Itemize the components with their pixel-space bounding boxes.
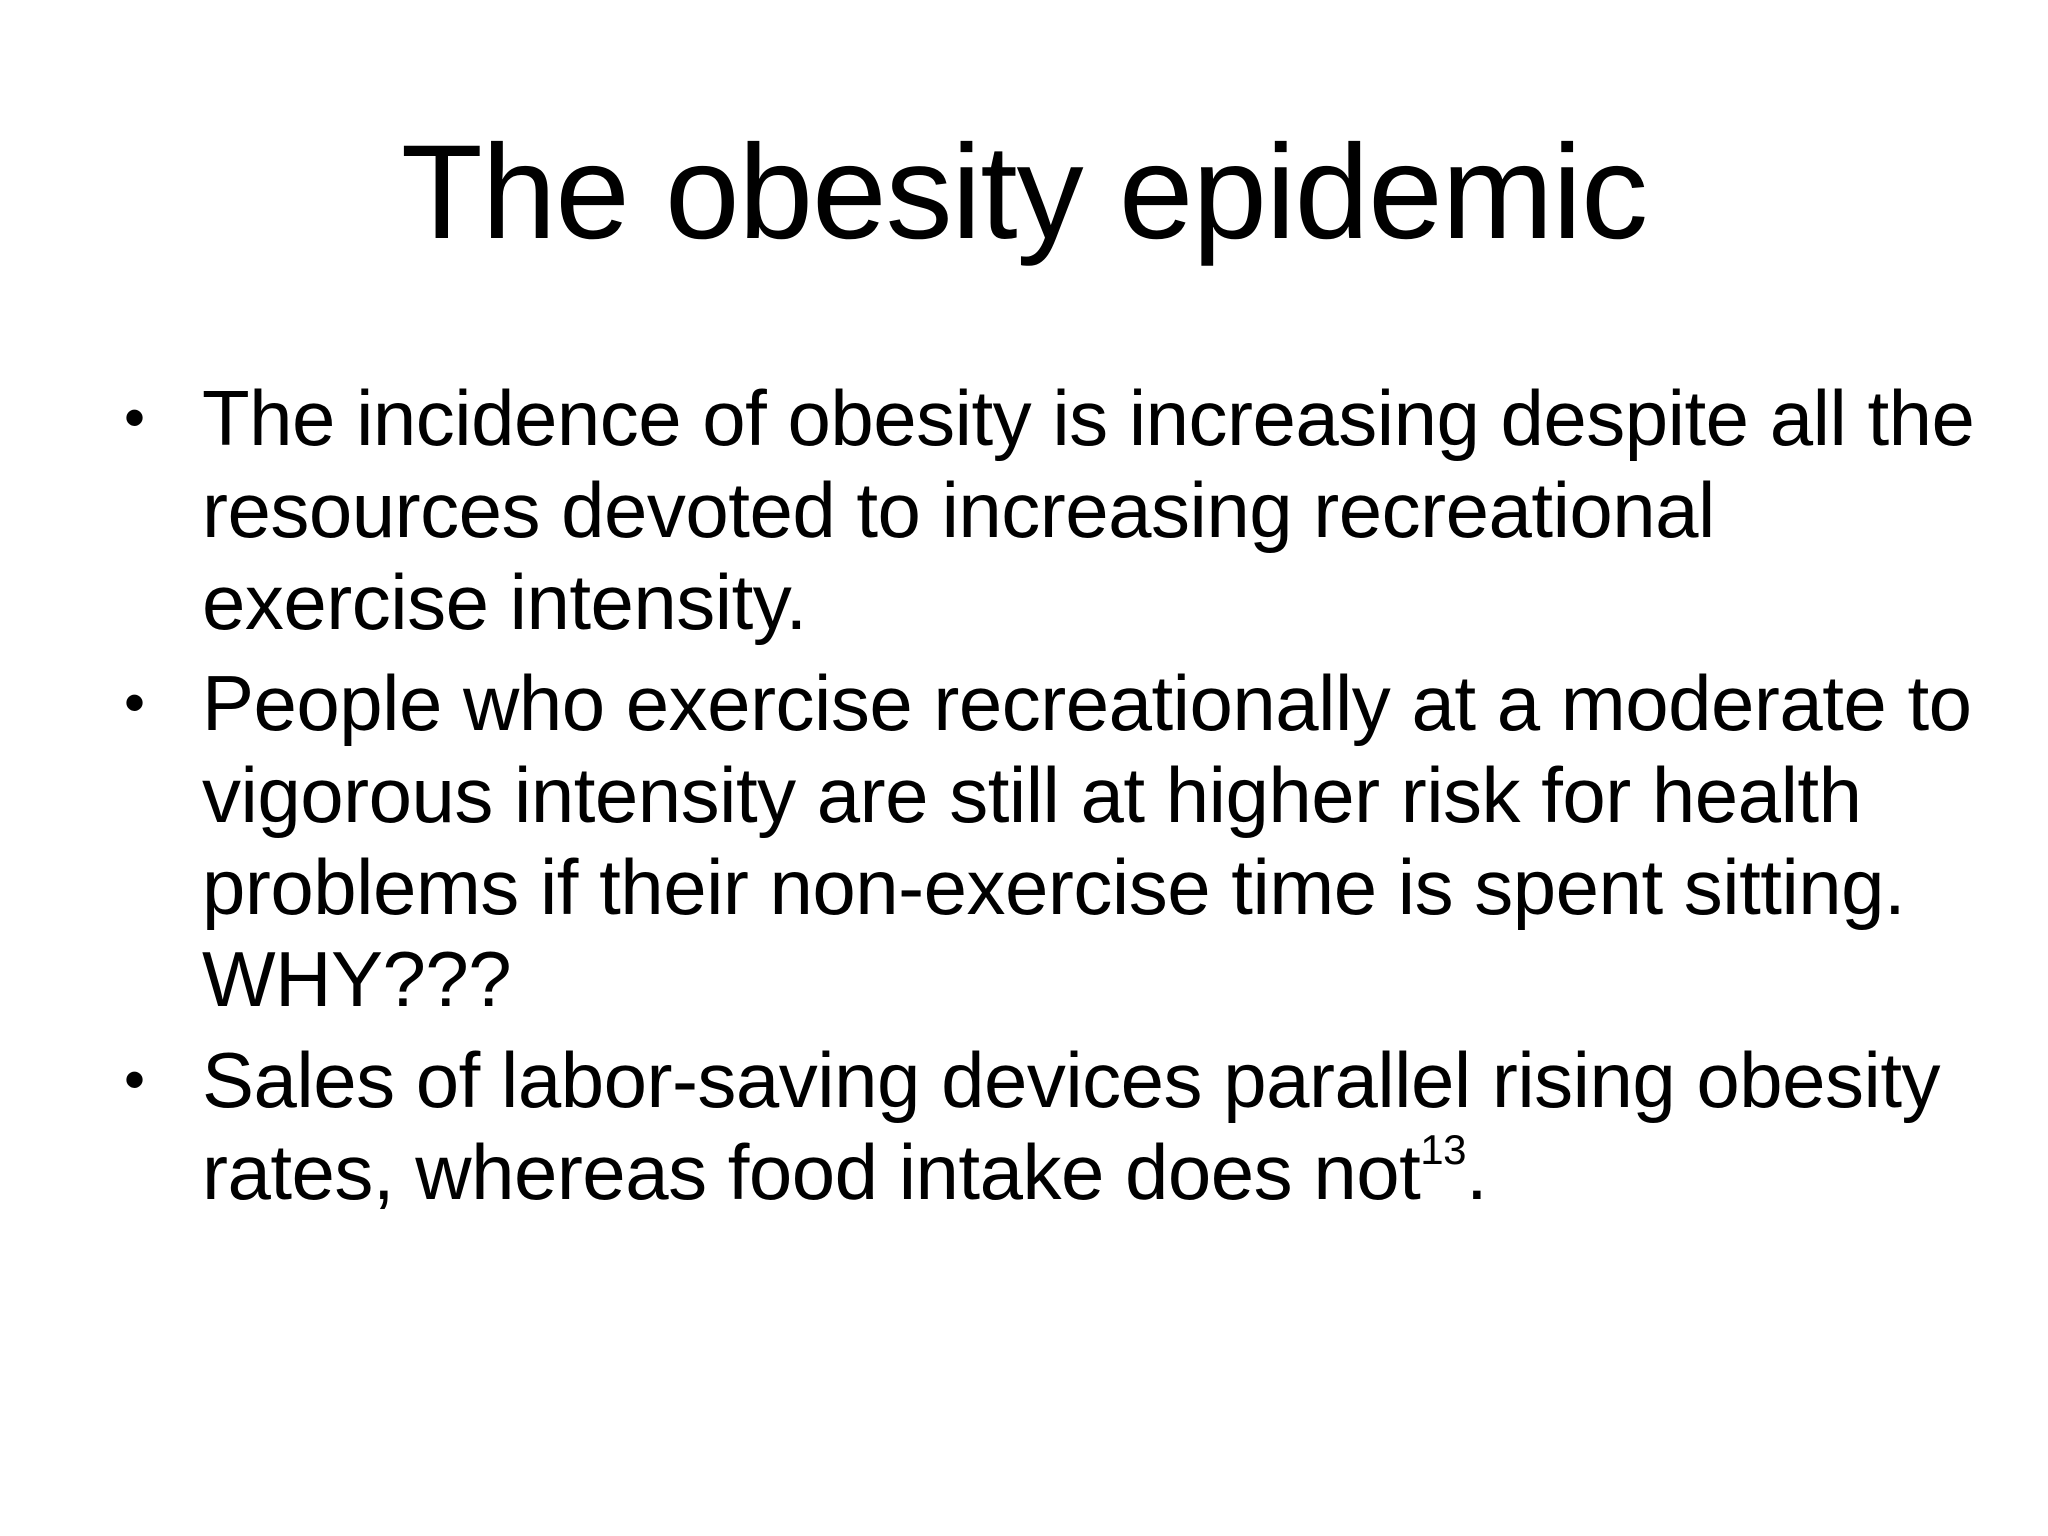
bullet-icon: •: [124, 384, 145, 451]
bullet-item: • The incidence of obesity is increasing…: [124, 372, 1984, 648]
bullet-icon: •: [124, 1046, 145, 1113]
bullet-text: Sales of labor-saving devices parallel r…: [202, 1036, 1941, 1216]
bullet-list: • The incidence of obesity is increasing…: [124, 372, 1984, 1227]
bullet-tail: .: [1466, 1128, 1488, 1216]
bullet-icon: •: [124, 669, 145, 736]
bullet-text: The incidence of obesity is increasing d…: [202, 374, 1975, 646]
citation-superscript: 13: [1420, 1126, 1466, 1173]
bullet-item: • People who exercise recreationally at …: [124, 657, 1984, 1025]
bullet-item: • Sales of labor-saving devices parallel…: [124, 1034, 1984, 1218]
bullet-text: People who exercise recreationally at a …: [202, 659, 1993, 1023]
slide-title: The obesity epidemic: [400, 118, 1648, 267]
